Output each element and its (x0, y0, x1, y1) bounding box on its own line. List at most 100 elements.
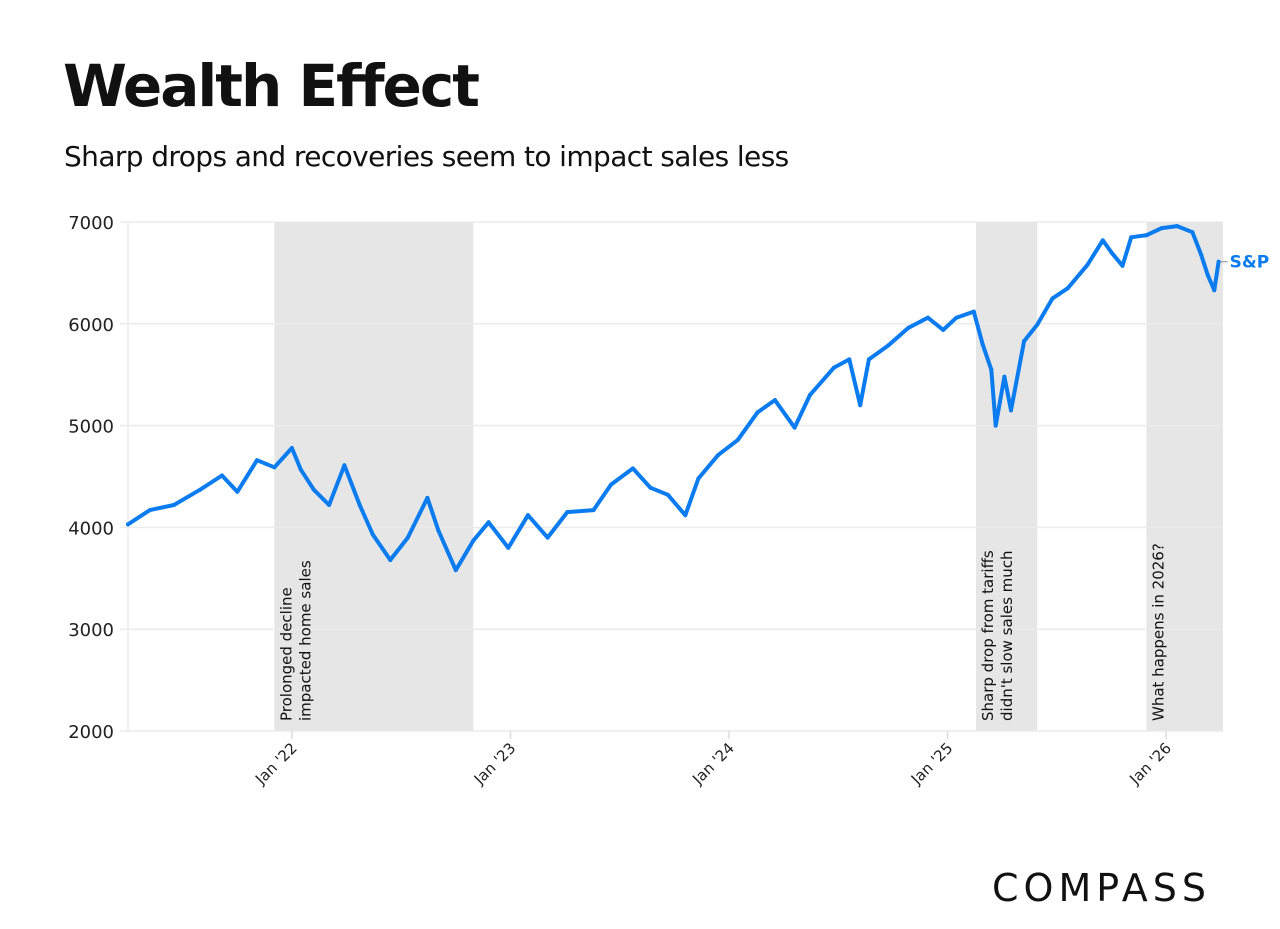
data-point (357, 503, 362, 508)
data-point (831, 365, 836, 370)
band-annotation-line: What happens in 2026? (1150, 543, 1168, 721)
data-point (1144, 233, 1149, 238)
y-axis: 2000 3000 4000 5000 6000 7000 (68, 213, 114, 743)
data-point (925, 315, 930, 320)
compass-logo: COMPASS (992, 866, 1211, 910)
gridlines (120, 221, 1223, 732)
band-annotation: Prolonged declineimpacted home sales (277, 560, 314, 721)
data-point (235, 489, 240, 494)
band-annotation-line: didn't slow sales much (998, 550, 1016, 721)
data-point (954, 315, 959, 320)
data-point (866, 357, 871, 362)
data-point (1008, 408, 1013, 413)
data-point (254, 458, 259, 463)
data-point (989, 367, 994, 372)
data-point (772, 398, 777, 403)
data-point (1109, 250, 1114, 255)
y-tick-label: 3000 (68, 620, 114, 641)
data-point (453, 568, 458, 573)
data-point (716, 453, 721, 458)
series-layer: S&P (126, 224, 1270, 573)
data-point (696, 476, 701, 481)
data-point (847, 357, 852, 362)
data-point (993, 423, 998, 428)
y-tick-label: 6000 (68, 315, 114, 336)
data-point (370, 532, 375, 537)
data-point (1205, 272, 1210, 277)
logo-text: COMPASS (992, 866, 1211, 910)
data-point (1190, 230, 1195, 235)
data-point (609, 482, 614, 487)
data-point (792, 425, 797, 430)
band-annotation: What happens in 2026? (1150, 543, 1168, 721)
data-point (1159, 226, 1164, 231)
chart-title: Wealth Effect (63, 52, 480, 120)
data-point (683, 513, 688, 518)
data-point (436, 528, 441, 533)
data-point (1050, 296, 1055, 301)
data-point (298, 467, 303, 472)
data-point (735, 437, 740, 442)
data-point (1035, 322, 1040, 327)
x-tick-label: Jan '26 (1125, 739, 1175, 789)
data-point (471, 538, 476, 543)
data-point (1085, 262, 1090, 267)
data-point (147, 508, 152, 513)
data-point (1002, 374, 1007, 379)
x-axis: Jan '22 Jan '23 Jan '24 Jan '25 Jan '26 (251, 731, 1175, 789)
highlight-bands (274, 222, 1223, 731)
data-point (971, 309, 976, 314)
data-point (219, 473, 224, 478)
x-tick-label: Jan '23 (470, 739, 520, 789)
data-point (906, 325, 911, 330)
data-point (311, 487, 316, 492)
data-point (1199, 252, 1204, 257)
data-point (1129, 235, 1134, 240)
data-point (425, 495, 430, 500)
data-point (272, 465, 277, 470)
data-point (1120, 263, 1125, 268)
data-point (342, 463, 347, 468)
data-point (665, 492, 670, 497)
data-point (1175, 224, 1180, 229)
highlight-band (976, 222, 1038, 731)
data-point (1022, 339, 1027, 344)
band-annotation-line: Prolonged decline (277, 587, 295, 721)
data-point (388, 557, 393, 562)
data-point (1065, 286, 1070, 291)
data-point (941, 327, 946, 332)
data-point (545, 535, 550, 540)
y-tick-label: 5000 (68, 417, 114, 438)
series-label: S&P (1230, 253, 1270, 273)
data-point (648, 485, 653, 490)
y-tick-label: 7000 (68, 213, 114, 234)
data-point (506, 545, 511, 550)
data-point (858, 403, 863, 408)
data-point (171, 503, 176, 508)
data-point (755, 410, 760, 415)
x-tick-label: Jan '25 (907, 739, 957, 789)
data-point (525, 513, 530, 518)
data-point (1216, 259, 1221, 264)
data-point (289, 445, 294, 450)
data-point (565, 510, 570, 515)
data-point (405, 535, 410, 540)
highlight-band (1146, 222, 1223, 731)
data-point (1212, 288, 1217, 293)
band-annotation-line: impacted home sales (296, 560, 314, 721)
data-point (591, 508, 596, 513)
chart-subtitle: Sharp drops and recoveries seem to impac… (64, 140, 789, 173)
y-tick-label: 4000 (68, 518, 114, 539)
x-tick-label: Jan '24 (688, 739, 738, 789)
data-point (630, 466, 635, 471)
data-point (126, 522, 130, 527)
x-tick-label: Jan '22 (251, 739, 301, 789)
data-point (886, 343, 891, 348)
band-annotations: Prolonged declineimpacted home sales Shar… (277, 543, 1167, 721)
y-tick-label: 2000 (68, 722, 114, 743)
data-point (327, 503, 332, 508)
band-annotation-line: Sharp drop from tariffs (979, 550, 997, 721)
data-point (486, 520, 491, 525)
data-point (198, 487, 203, 492)
